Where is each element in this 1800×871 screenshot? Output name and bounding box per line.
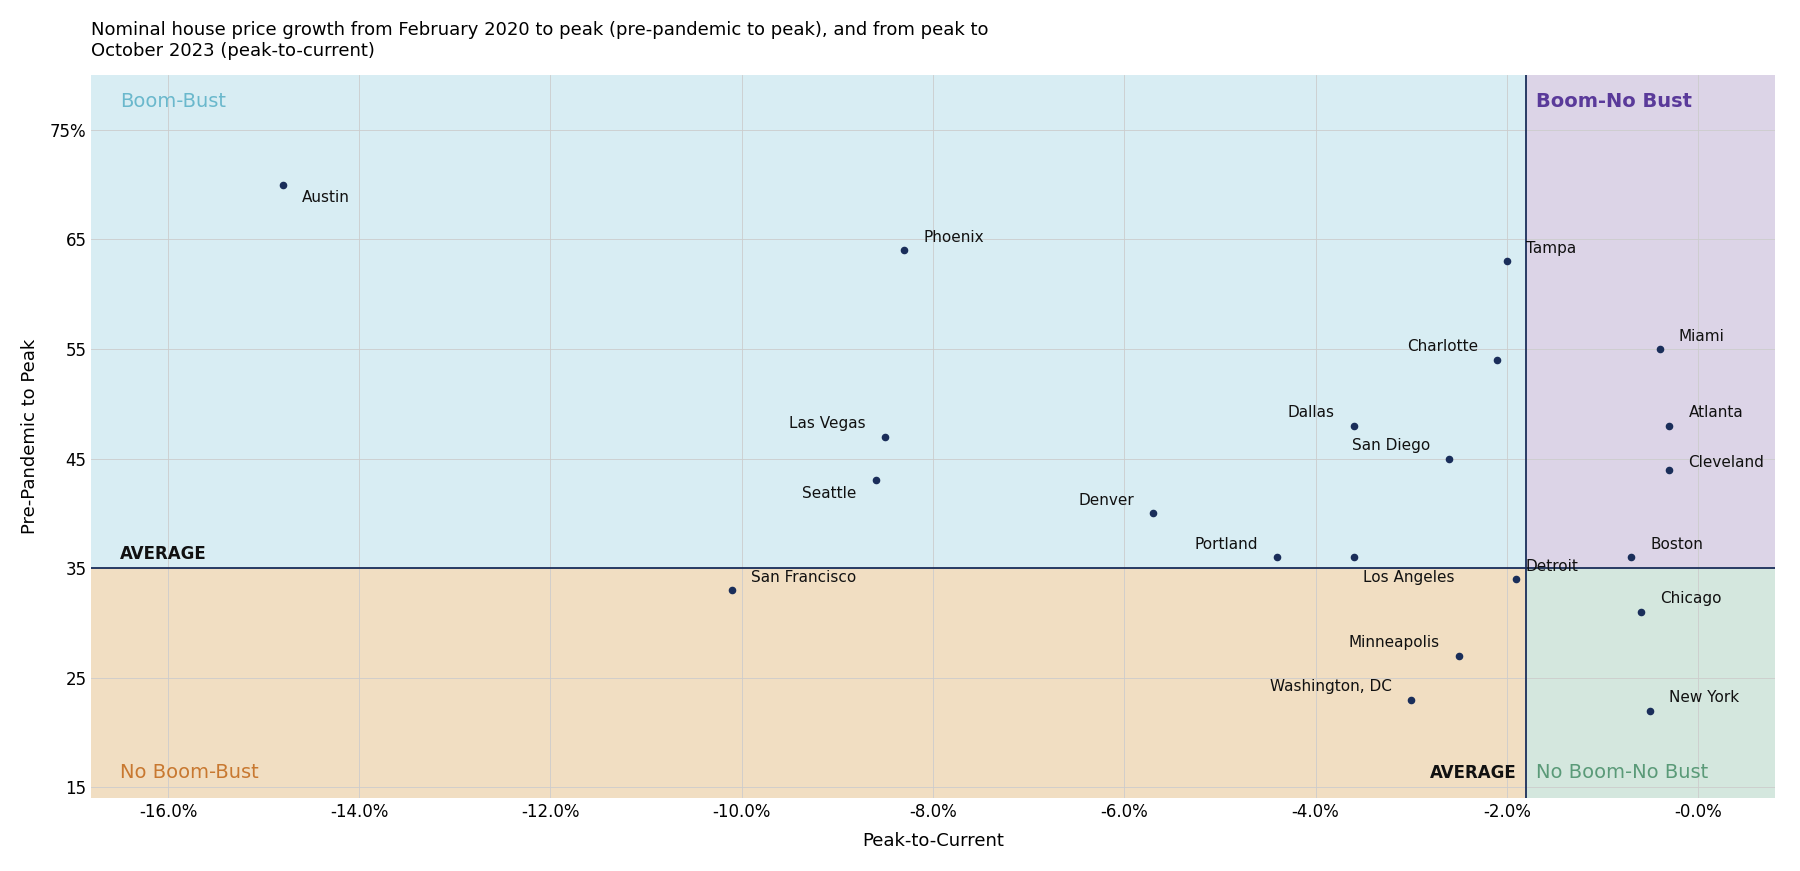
Point <box>1483 353 1512 367</box>
Text: Detroit: Detroit <box>1526 558 1579 574</box>
Text: Atlanta: Atlanta <box>1688 405 1744 420</box>
Point <box>1264 550 1292 564</box>
Point <box>718 583 747 597</box>
Text: Dallas: Dallas <box>1287 405 1336 420</box>
Text: Tampa: Tampa <box>1526 241 1577 256</box>
Bar <box>1526 568 1775 798</box>
Text: Boom-No Bust: Boom-No Bust <box>1535 91 1692 111</box>
Point <box>871 429 900 443</box>
Text: Phoenix: Phoenix <box>923 230 985 245</box>
Text: Chicago: Chicago <box>1660 591 1721 606</box>
Text: San Diego: San Diego <box>1352 438 1431 453</box>
Point <box>1397 692 1426 706</box>
Text: New York: New York <box>1669 690 1739 705</box>
Point <box>1616 550 1645 564</box>
Text: Charlotte: Charlotte <box>1408 340 1478 354</box>
Text: Washington, DC: Washington, DC <box>1271 679 1391 694</box>
Point <box>1654 463 1683 476</box>
Text: San Francisco: San Francisco <box>751 570 857 584</box>
Point <box>1139 506 1168 520</box>
Bar <box>92 75 1526 568</box>
Text: Portland: Portland <box>1195 537 1258 551</box>
Y-axis label: Pre-Pandemic to Peak: Pre-Pandemic to Peak <box>22 339 40 534</box>
Bar <box>92 568 1526 798</box>
Point <box>1636 704 1665 718</box>
Point <box>1492 254 1521 268</box>
Text: Cleveland: Cleveland <box>1688 455 1764 469</box>
X-axis label: Peak-to-Current: Peak-to-Current <box>862 832 1004 850</box>
Text: Seattle: Seattle <box>803 486 857 501</box>
Point <box>1339 550 1368 564</box>
Point <box>1501 572 1530 586</box>
Text: Minneapolis: Minneapolis <box>1348 635 1440 651</box>
Text: Austin: Austin <box>302 190 349 205</box>
Text: Las Vegas: Las Vegas <box>790 416 866 431</box>
Bar <box>1526 75 1775 568</box>
Point <box>268 178 297 192</box>
Point <box>1627 605 1656 619</box>
Text: Denver: Denver <box>1078 493 1134 508</box>
Text: Boom-Bust: Boom-Bust <box>121 91 227 111</box>
Point <box>1445 649 1474 663</box>
Point <box>889 243 918 257</box>
Point <box>1435 451 1463 465</box>
Text: No Boom-Bust: No Boom-Bust <box>121 763 259 782</box>
Text: No Boom-No Bust: No Boom-No Bust <box>1535 763 1708 782</box>
Text: Los Angeles: Los Angeles <box>1363 570 1454 584</box>
Point <box>1645 342 1674 356</box>
Text: AVERAGE: AVERAGE <box>121 544 207 563</box>
Text: Boston: Boston <box>1651 537 1703 551</box>
Text: Nominal house price growth from February 2020 to peak (pre-pandemic to peak), an: Nominal house price growth from February… <box>92 21 988 59</box>
Point <box>860 474 889 488</box>
Point <box>1339 419 1368 433</box>
Text: AVERAGE: AVERAGE <box>1429 764 1516 782</box>
Text: Miami: Miami <box>1679 328 1724 343</box>
Point <box>1654 419 1683 433</box>
